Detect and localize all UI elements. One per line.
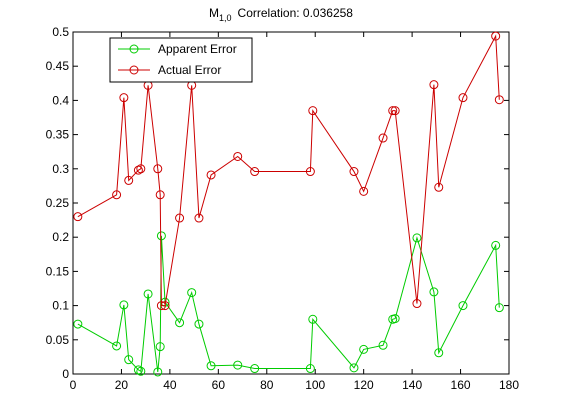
data-point-actual-error (305, 167, 315, 177)
x-tick-label: 20 (115, 378, 129, 392)
data-point-actual-error (233, 151, 243, 161)
title-base: M (209, 6, 219, 20)
data-point-apparent-error (349, 363, 359, 373)
y-tick-label: 0.2 (52, 230, 69, 244)
legend-marker (129, 44, 139, 54)
x-tick-label: 80 (260, 378, 274, 392)
data-point-apparent-error (119, 300, 129, 310)
x-tick-label: 180 (499, 378, 519, 392)
x-tick-label: 140 (402, 378, 422, 392)
plot-area (72, 31, 510, 375)
data-point-apparent-error (378, 340, 388, 350)
y-tick-label: 0.25 (46, 196, 70, 210)
data-point-apparent-error (187, 288, 197, 298)
data-point-actual-error (155, 190, 165, 200)
data-point-actual-error (153, 164, 163, 174)
axis-ticks: 0 20 40 60 80 100 120 140 160 180 0 0.05 0.1 0.15 0.2 0… (46, 25, 520, 392)
title-text: Correlation: 0.036258 (238, 6, 354, 20)
title-subscript: 1,0 (219, 13, 232, 23)
data-point-actual-error (133, 165, 143, 175)
data-point-apparent-error (250, 364, 260, 374)
data-point-actual-error (206, 170, 216, 180)
series-line-apparent-error (77, 235, 500, 373)
data-point-apparent-error (429, 287, 439, 297)
data-point-apparent-error (136, 366, 146, 376)
data-point-apparent-error (206, 361, 216, 371)
data-point-actual-error (412, 299, 422, 309)
data-point-actual-error (112, 190, 122, 200)
x-tick-label: 60 (212, 378, 226, 392)
data-point-apparent-error (458, 301, 468, 311)
data-point-apparent-error (156, 231, 166, 241)
data-point-apparent-error (133, 365, 143, 375)
chart-title: M1,0 Correlation: 0.036258 (209, 6, 353, 23)
data-point-actual-error (388, 106, 398, 116)
data-point-apparent-error (494, 303, 504, 313)
data-point-actual-error (119, 93, 129, 103)
data-point-actual-error (378, 133, 388, 143)
y-tick-label: 0.5 (52, 25, 69, 39)
y-tick-label: 0 (62, 367, 69, 381)
data-point-apparent-error (175, 318, 185, 328)
data-point-actual-error (349, 167, 359, 177)
series-layer (73, 31, 504, 377)
data-point-apparent-error (112, 341, 122, 351)
y-tick-label: 0.35 (46, 128, 70, 142)
data-point-apparent-error (194, 319, 204, 329)
data-point-apparent-error (73, 319, 83, 329)
series-apparent-error (73, 231, 504, 377)
y-tick-label: 0.4 (52, 93, 69, 107)
data-point-actual-error (494, 95, 504, 105)
data-point-actual-error (160, 301, 170, 311)
x-tick-label: 40 (163, 378, 177, 392)
y-tick-label: 0.3 (52, 162, 69, 176)
data-point-apparent-error (434, 348, 444, 358)
x-tick-label: 100 (305, 378, 325, 392)
data-point-actual-error (434, 182, 444, 192)
data-point-apparent-error (390, 314, 400, 324)
data-point-apparent-error (153, 367, 163, 377)
series-actual-error (73, 31, 504, 311)
y-tick-label: 0.05 (46, 333, 70, 347)
y-tick-label: 0.15 (46, 264, 70, 278)
data-point-actual-error (429, 80, 439, 90)
data-point-actual-error (136, 164, 146, 174)
data-point-apparent-error (155, 342, 165, 352)
data-point-actual-error (194, 213, 204, 223)
data-point-apparent-error (412, 233, 422, 243)
legend-marker (129, 65, 139, 75)
data-point-apparent-error (233, 360, 243, 370)
legend: Apparent Error Actual Error (109, 37, 253, 83)
data-point-actual-error (390, 106, 400, 116)
series-line-actual-error (77, 34, 500, 307)
data-point-actual-error (73, 212, 83, 222)
x-tick-label: 0 (70, 378, 77, 392)
data-point-apparent-error (359, 344, 369, 354)
data-point-actual-error (156, 301, 166, 311)
legend-label: Actual Error (158, 63, 221, 77)
data-point-apparent-error (143, 289, 153, 299)
data-point-actual-error (175, 213, 185, 223)
y-tick-label: 0.1 (52, 299, 69, 313)
x-tick-label: 160 (451, 378, 471, 392)
legend-item-actual-error: Actual Error (118, 63, 221, 77)
legend-label: Apparent Error (158, 42, 237, 56)
data-point-apparent-error (491, 240, 501, 250)
x-tick-label: 120 (354, 378, 374, 392)
data-point-actual-error (250, 167, 260, 177)
data-point-apparent-error (124, 355, 134, 365)
data-point-apparent-error (305, 364, 315, 374)
data-point-actual-error (458, 93, 468, 103)
data-point-apparent-error (308, 314, 318, 324)
data-point-actual-error (491, 31, 501, 41)
y-tick-label: 0.45 (46, 59, 70, 73)
data-point-actual-error (124, 175, 134, 185)
data-point-actual-error (359, 186, 369, 196)
data-point-actual-error (308, 106, 318, 116)
legend-item-apparent-error: Apparent Error (118, 42, 237, 56)
